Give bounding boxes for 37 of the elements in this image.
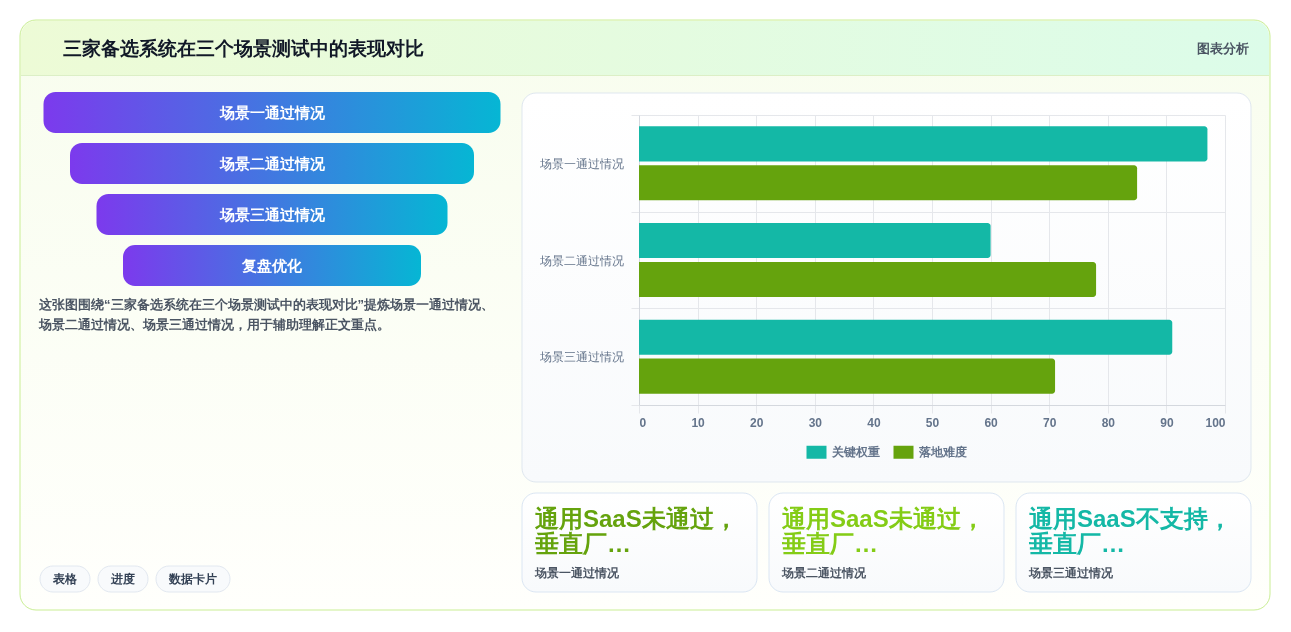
category-label: 复盘优化: [241, 257, 303, 274]
x-tick-label: 0: [639, 415, 647, 430]
text: 表格: [52, 572, 78, 586]
text: 数据卡片: [168, 572, 217, 586]
y-tick-label: 场景三通过情况: [538, 350, 624, 365]
x-tick-label: 60: [984, 415, 999, 430]
text: 通用SaaS未通过，垂直厂…: [534, 505, 738, 557]
category-label: 场景三通过情况: [218, 206, 326, 223]
text: 这张图围绕“三家备选系统在三个场景测试中的表现对比”提炼场景一通过情况、场景二通过情况、场景三通过情况，用于辅助理解正文重点。: [38, 297, 494, 332]
x-tick-label: 40: [867, 415, 881, 430]
x-tick-label: 20: [750, 415, 764, 430]
y-tick-label: 场景一通过情况: [538, 156, 624, 171]
text: 场景二通过情况: [781, 566, 867, 580]
x-tick-label: 50: [925, 415, 940, 430]
x-tick-label: 30: [808, 415, 823, 430]
bar: [639, 126, 1208, 162]
text: 通用SaaS不支持，垂直厂…: [1028, 505, 1232, 557]
bar: [639, 261, 1097, 298]
bar: [639, 222, 991, 259]
x-tick-label: 90: [1160, 415, 1174, 430]
bar: [639, 165, 1138, 201]
x-tick-label: 80: [1101, 415, 1116, 430]
category-label: 场景一通过情况: [218, 104, 326, 121]
x-tick-label: 100: [1205, 415, 1226, 430]
text: 通用SaaS未通过，垂直厂…: [781, 505, 985, 557]
category-label: 场景二通过情况: [218, 155, 326, 172]
x-tick-label: 70: [1043, 415, 1057, 430]
legend-label: 关键权重: [830, 445, 880, 460]
text: 三家备选系统在三个场景测试中的表现对比: [63, 38, 424, 59]
y-tick-label: 场景二通过情况: [538, 253, 624, 268]
text: 图表分析: [1197, 41, 1249, 56]
text: 场景三通过情况: [1028, 566, 1114, 580]
legend-label: 落地难度: [917, 445, 967, 460]
text: 进度: [110, 572, 135, 586]
x-tick-label: 10: [691, 415, 706, 430]
bar: [639, 358, 1056, 394]
bar: [639, 319, 1173, 355]
